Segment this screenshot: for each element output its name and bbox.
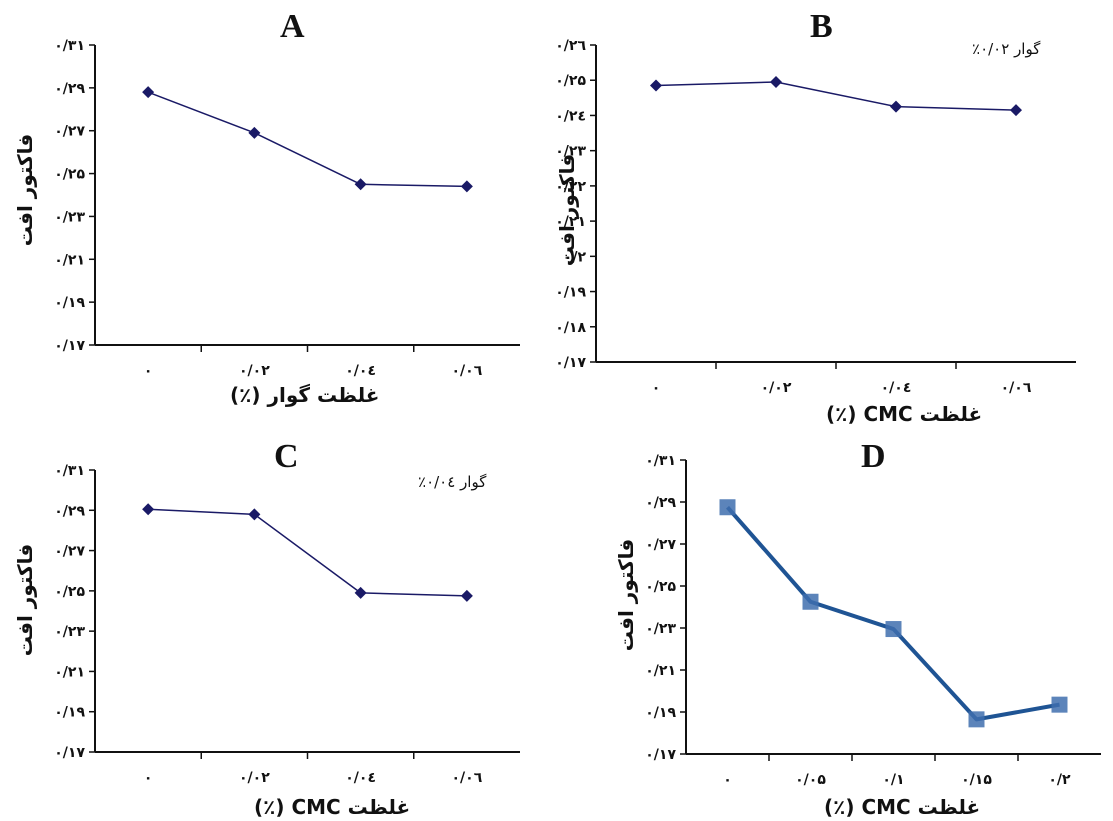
chart-d-y-tick-label: ۰/۲۱ <box>645 663 676 679</box>
chart-c-data-point <box>460 589 473 602</box>
chart-b-y-tick-label: ۰/۲۲ <box>555 179 586 195</box>
chart-b-data-point <box>770 75 782 88</box>
chart-panel-c: ۰/۳۱ ۰/۲۹ ۰/۲۷ ۰/۲۵ ۰/۲۳ ۰/۲۱ ۰/۱۹ ۰/۱۷ ۰ ۰/۰۲ ۰/۰… <box>0 430 556 821</box>
chart-d-y-tick-label: ۰/۱۷ <box>645 747 676 763</box>
chart-d-x-tick-label: ۰/۰۵ <box>795 772 826 788</box>
chart-b-ylabel: فاکتور افت <box>555 153 579 267</box>
chart-c-data-point <box>354 586 367 599</box>
chart-c-svg: ۰/۳۱ ۰/۲۹ ۰/۲۷ ۰/۲۵ ۰/۲۳ ۰/۲۱ ۰/۱۹ ۰/۱۷ ۰ ۰/۰۲ ۰/۰… <box>54 463 520 786</box>
chart-a-y-tick-label: ۰/۲۷ <box>54 124 85 140</box>
chart-a-data-point <box>248 126 261 139</box>
chart-panel-d: ۰/۳۱ ۰/۲۹ ۰/۲۷ ۰/۲۵ ۰/۲۳ ۰/۲۱ ۰/۱۹ ۰/۱۷ ۰ ۰/۰۵ ۰/۱… <box>556 430 1113 821</box>
chart-d-data-point <box>719 499 736 516</box>
chart-c-y-tick-label: ۰/۱۹ <box>54 705 85 721</box>
chart-c-x-tick-label: ۰/۰٤ <box>345 770 376 786</box>
chart-c-ylabel: فاکتور افت <box>13 543 37 657</box>
chart-c-y-tick-label: ۰/۳۱ <box>54 463 85 479</box>
chart-b-x-tick-label: ۰/۰۲ <box>761 380 792 396</box>
chart-c-x-tick-label: ۰/۰۲ <box>239 770 270 786</box>
chart-b-y-tick-label: ۰/۲٦ <box>555 38 586 54</box>
chart-a-y-tick-label: ۰/۲۹ <box>54 81 85 97</box>
chart-c-y-tick-label: ۰/۲۱ <box>54 664 85 680</box>
chart-b-series-line <box>655 81 1017 111</box>
chart-a-svg: ۰/۳۱ ۰/۲۹ ۰/۲۷ ۰/۲۵ ۰/۲۳ ۰/۲۱ ۰/۱۹ ۰/۱۷ ۰ ۰/۰۲ ۰/۰… <box>54 38 520 379</box>
chart-b-x-tick-label: ۰ <box>652 380 661 396</box>
chart-a-x-tick-label: ۰/۰٦ <box>452 363 483 379</box>
chart-d-ylabel: فاکتور افت <box>614 538 638 652</box>
chart-a-x-tick-label: ۰ <box>144 363 153 379</box>
chart-b-y-tick-label: ۰/۱۷ <box>555 355 586 371</box>
chart-c-data-point <box>142 503 155 516</box>
chart-b-xlabel: غلظت CMC (٪) <box>826 402 983 426</box>
chart-d-y-tick-label: ۰/۲۵ <box>645 579 676 595</box>
chart-d-title: D <box>861 438 886 475</box>
chart-b-y-tick-label: ۰/۲ <box>564 249 587 265</box>
chart-a-y-tick-label: ۰/۲۵ <box>54 167 85 183</box>
chart-c-y-tick-label: ۰/۲۹ <box>54 503 85 519</box>
chart-d-svg: ۰/۳۱ ۰/۲۹ ۰/۲۷ ۰/۲۵ ۰/۲۳ ۰/۲۱ ۰/۱۹ ۰/۱۷ ۰ ۰/۰۵ ۰/۱… <box>645 453 1101 788</box>
chart-c-y-tick-label: ۰/۲۷ <box>54 544 85 560</box>
chart-b-data-point <box>1010 104 1022 117</box>
chart-d-y-tick-label: ۰/۲۳ <box>645 621 676 637</box>
chart-b-data-point <box>650 79 662 92</box>
chart-a-ylabel: فاکتور افت <box>13 133 37 247</box>
chart-d-y-tick-label: ۰/۳۱ <box>645 453 676 469</box>
chart-b-y-tick-label: ۰/۲٤ <box>555 108 586 124</box>
chart-d-series-line <box>725 505 1060 722</box>
chart-c-title: C <box>274 438 299 475</box>
chart-c-y-tick-label: ۰/۲۳ <box>54 624 85 640</box>
chart-b-y-tick-label: ۰/۲۱ <box>555 214 586 230</box>
chart-b-y-tick-label: ۰/۲۳ <box>555 144 586 160</box>
chart-b-y-tick-label: ۰/۲۵ <box>555 73 586 89</box>
chart-a-y-tick-label: ۰/۱۷ <box>54 338 85 354</box>
chart-c-data-point <box>248 508 261 521</box>
chart-d-data-point <box>885 621 902 638</box>
chart-d-x-tick-label: ۰/۱ <box>882 772 904 788</box>
chart-d-data-point <box>968 711 985 728</box>
chart-a-y-tick-label: ۰/۲۱ <box>54 252 85 268</box>
chart-c-annotation: گوار ۰/۰٤٪ <box>418 473 487 491</box>
chart-d-y-tick-label: ۰/۲۹ <box>645 495 676 511</box>
chart-panel-b: ۰/۲٦ ۰/۲۵ ۰/۲٤ ۰/۲۳ ۰/۲۲ ۰/۲۱ ۰/۲ ۰/۱۹ ۰/۱۸ ۰/۱۷ ۰… <box>555 0 1113 430</box>
chart-b-title: B <box>810 8 833 45</box>
chart-a-y-tick-label: ۰/۱۹ <box>54 295 85 311</box>
chart-b-data-point <box>890 100 902 113</box>
chart-a-y-tick-label: ۰/۳۱ <box>54 38 85 54</box>
chart-d-y-tick-label: ۰/۱۹ <box>645 705 676 721</box>
chart-c-y-tick-label: ۰/۱۷ <box>54 745 85 761</box>
chart-d-data-point <box>802 593 819 610</box>
chart-a-data-point <box>460 180 473 193</box>
chart-d-x-tick-label: ۰/۲ <box>1048 772 1071 788</box>
chart-b-y-tick-label: ۰/۱۹ <box>555 285 586 301</box>
chart-a-data-point <box>142 86 155 99</box>
chart-c-x-tick-label: ۰ <box>144 770 153 786</box>
chart-b-annotation: گوار ۰/۰۲٪ <box>972 40 1041 58</box>
chart-d-x-tick-label: ۰/۱۵ <box>961 772 992 788</box>
chart-a-x-tick-label: ۰/۰٤ <box>345 363 376 379</box>
chart-a-data-point <box>354 178 367 191</box>
chart-a-y-tick-label: ۰/۲۳ <box>54 209 85 225</box>
chart-panel-a: ۰/۳۱ ۰/۲۹ ۰/۲۷ ۰/۲۵ ۰/۲۳ ۰/۲۱ ۰/۱۹ ۰/۱۷ ۰ ۰/۰۲ ۰/۰… <box>0 0 556 410</box>
chart-a-series-line <box>147 91 467 188</box>
chart-c-x-tick-label: ۰/۰٦ <box>452 770 483 786</box>
chart-a-title: A <box>280 8 305 45</box>
chart-c-xlabel: غلظت CMC (٪) <box>254 795 411 819</box>
chart-d-y-tick-label: ۰/۲۷ <box>645 537 676 553</box>
chart-b-x-tick-label: ۰/۰٤ <box>881 380 912 396</box>
chart-d-xlabel: غلظت CMC (٪) <box>824 795 981 819</box>
chart-b-y-tick-label: ۰/۱۸ <box>555 320 586 336</box>
chart-c-y-tick-label: ۰/۲۵ <box>54 584 85 600</box>
chart-d-x-tick-label: ۰ <box>723 772 732 788</box>
chart-d-data-point <box>1051 696 1068 713</box>
chart-b-svg: ۰/۲٦ ۰/۲۵ ۰/۲٤ ۰/۲۳ ۰/۲۲ ۰/۲۱ ۰/۲ ۰/۱۹ ۰/۱۸ ۰/۱۷ ۰… <box>555 38 1076 396</box>
chart-a-x-tick-label: ۰/۰۲ <box>239 363 270 379</box>
chart-a-xlabel: غلظت گوار (٪) <box>230 383 380 407</box>
chart-c-series-line <box>148 508 467 597</box>
chart-b-x-tick-label: ۰/۰٦ <box>1001 380 1032 396</box>
